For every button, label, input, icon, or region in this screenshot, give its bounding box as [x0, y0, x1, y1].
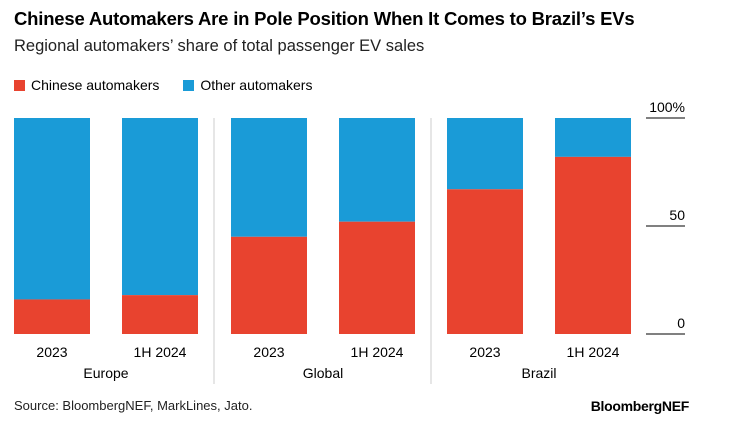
chart-subtitle: Regional automakers’ share of total pass… — [14, 37, 425, 55]
legend-item-other: Other automakers — [183, 77, 312, 93]
bar-other-4 — [447, 118, 523, 190]
legend-swatch-chinese — [14, 79, 25, 91]
bar-chinese-3 — [339, 221, 415, 334]
bar-chinese-5 — [555, 156, 631, 334]
bar-other-2 — [231, 118, 307, 237]
x-tick-label: 1H 2024 — [567, 344, 620, 360]
source-note: Source: BloombergNEF, MarkLines, Jato. — [14, 398, 253, 413]
group-label-global: Global — [303, 365, 343, 381]
legend-swatch-other — [183, 79, 195, 91]
bar-other-5 — [555, 118, 631, 157]
group-label-brazil: Brazil — [521, 365, 556, 381]
bar-chinese-0 — [14, 299, 90, 334]
legend-label-chinese: Chinese automakers — [31, 77, 160, 93]
x-tick-label: 2023 — [36, 344, 67, 360]
legend-label-other: Other automakers — [200, 77, 313, 93]
y-tick-label: 0 — [677, 315, 685, 331]
bar-other-3 — [339, 118, 415, 222]
bar-other-1 — [122, 118, 198, 296]
x-tick-label: 2023 — [469, 344, 500, 360]
x-tick-label: 2023 — [253, 344, 284, 360]
bar-other-0 — [14, 118, 90, 300]
bar-chinese-1 — [122, 295, 198, 334]
x-tick-label: 1H 2024 — [134, 344, 187, 360]
y-tick-label: 100% — [649, 99, 685, 115]
chart-title: Chinese Automakers Are in Pole Position … — [14, 8, 635, 29]
x-tick-label: 1H 2024 — [351, 344, 404, 360]
brand-logo: BloombergNEF — [590, 398, 690, 414]
bar-chinese-2 — [231, 236, 307, 334]
legend: Chinese automakers Other automakers — [14, 77, 336, 93]
legend-item-chinese: Chinese automakers — [14, 77, 159, 93]
group-label-europe: Europe — [83, 365, 128, 381]
y-tick-label: 50 — [669, 207, 685, 223]
bar-chinese-4 — [447, 189, 523, 334]
